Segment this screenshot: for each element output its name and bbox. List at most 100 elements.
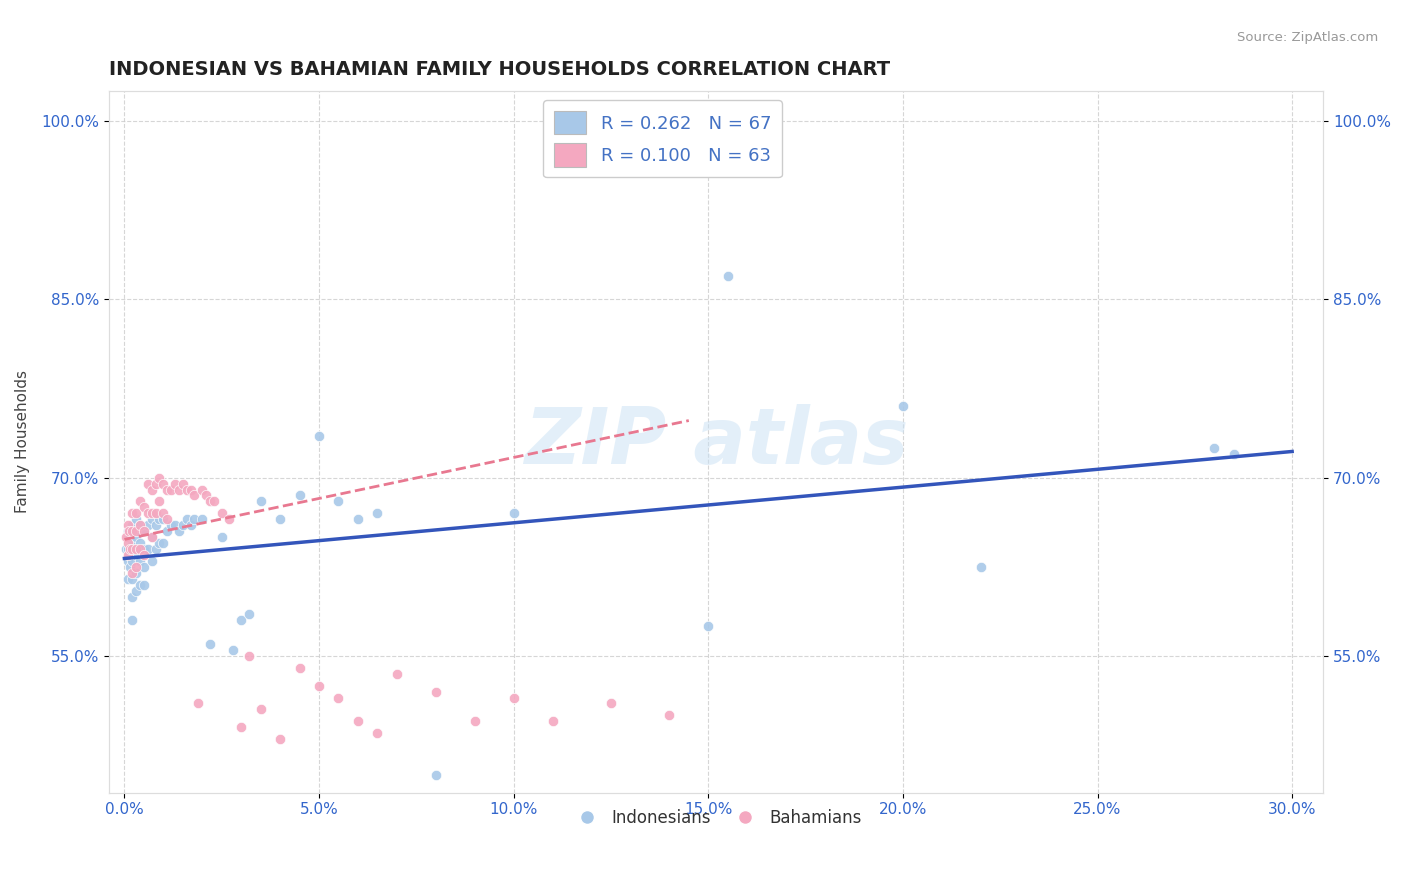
Point bbox=[121, 506, 143, 520]
Point bbox=[156, 483, 179, 497]
Point bbox=[385, 666, 408, 681]
Point bbox=[117, 536, 139, 550]
Point bbox=[118, 548, 141, 562]
Point bbox=[238, 607, 260, 622]
Point bbox=[156, 512, 179, 526]
Point bbox=[425, 768, 447, 782]
Point bbox=[425, 684, 447, 698]
Point bbox=[148, 494, 170, 508]
Point bbox=[891, 399, 914, 413]
Point bbox=[132, 559, 155, 574]
Point bbox=[222, 643, 245, 657]
Point bbox=[117, 518, 139, 533]
Point bbox=[202, 494, 225, 508]
Point bbox=[145, 518, 167, 533]
Point bbox=[145, 476, 167, 491]
Point bbox=[176, 483, 198, 497]
Point bbox=[249, 494, 271, 508]
Point bbox=[211, 530, 233, 544]
Point bbox=[464, 714, 486, 729]
Point bbox=[125, 541, 148, 556]
Legend: Indonesians, Bahamians: Indonesians, Bahamians bbox=[564, 802, 869, 833]
Point bbox=[121, 613, 143, 627]
Point bbox=[121, 554, 143, 568]
Point bbox=[121, 536, 143, 550]
Point bbox=[117, 524, 139, 538]
Point bbox=[125, 566, 148, 580]
Point bbox=[156, 524, 179, 538]
Point bbox=[600, 697, 623, 711]
Point bbox=[191, 512, 214, 526]
Point bbox=[152, 476, 174, 491]
Point bbox=[129, 577, 152, 591]
Point bbox=[141, 530, 163, 544]
Point bbox=[717, 268, 740, 283]
Point bbox=[347, 512, 370, 526]
Point bbox=[125, 559, 148, 574]
Point bbox=[117, 548, 139, 562]
Point bbox=[218, 512, 240, 526]
Point bbox=[366, 506, 388, 520]
Text: INDONESIAN VS BAHAMIAN FAMILY HOUSEHOLDS CORRELATION CHART: INDONESIAN VS BAHAMIAN FAMILY HOUSEHOLDS… bbox=[108, 60, 890, 78]
Point bbox=[120, 530, 142, 544]
Point bbox=[152, 506, 174, 520]
Point bbox=[1222, 447, 1244, 461]
Point bbox=[231, 720, 253, 734]
Point bbox=[125, 524, 148, 538]
Point bbox=[502, 690, 524, 705]
Point bbox=[152, 512, 174, 526]
Point bbox=[328, 494, 350, 508]
Point bbox=[132, 524, 155, 538]
Point bbox=[121, 572, 143, 586]
Point bbox=[125, 506, 148, 520]
Point bbox=[117, 572, 139, 586]
Point bbox=[125, 583, 148, 598]
Point bbox=[269, 512, 291, 526]
Point bbox=[129, 518, 152, 533]
Point bbox=[160, 483, 183, 497]
Point bbox=[121, 524, 143, 538]
Point bbox=[136, 518, 159, 533]
Point bbox=[152, 536, 174, 550]
Point bbox=[141, 512, 163, 526]
Point bbox=[195, 488, 218, 502]
Point bbox=[172, 518, 194, 533]
Y-axis label: Family Households: Family Households bbox=[15, 370, 30, 514]
Point bbox=[129, 554, 152, 568]
Point bbox=[132, 500, 155, 515]
Point bbox=[328, 690, 350, 705]
Point bbox=[141, 506, 163, 520]
Point bbox=[163, 518, 186, 533]
Point bbox=[125, 530, 148, 544]
Point bbox=[160, 518, 183, 533]
Point bbox=[129, 541, 152, 556]
Point bbox=[269, 732, 291, 747]
Point bbox=[145, 541, 167, 556]
Point bbox=[136, 476, 159, 491]
Point bbox=[132, 577, 155, 591]
Point bbox=[136, 506, 159, 520]
Point bbox=[141, 483, 163, 497]
Point bbox=[167, 483, 190, 497]
Point bbox=[1204, 441, 1226, 455]
Point bbox=[541, 714, 564, 729]
Point bbox=[118, 524, 141, 538]
Point bbox=[117, 554, 139, 568]
Point bbox=[288, 488, 311, 502]
Point bbox=[249, 702, 271, 716]
Point bbox=[308, 429, 330, 443]
Point bbox=[115, 541, 138, 556]
Point bbox=[231, 613, 253, 627]
Point bbox=[198, 494, 221, 508]
Point bbox=[658, 708, 681, 723]
Point bbox=[117, 541, 139, 556]
Point bbox=[121, 518, 143, 533]
Point bbox=[141, 530, 163, 544]
Point bbox=[180, 483, 202, 497]
Point bbox=[238, 648, 260, 663]
Point bbox=[183, 488, 205, 502]
Point bbox=[129, 494, 152, 508]
Point bbox=[198, 637, 221, 651]
Point bbox=[141, 554, 163, 568]
Text: ZIP atlas: ZIP atlas bbox=[524, 404, 908, 480]
